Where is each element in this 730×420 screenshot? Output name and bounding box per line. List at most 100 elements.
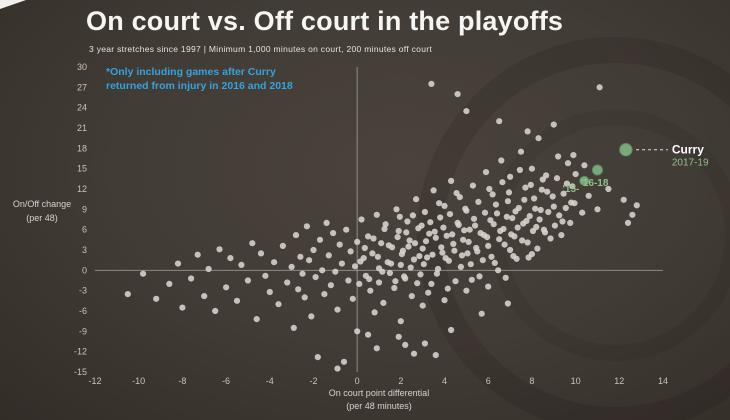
scatter-dot (227, 255, 234, 262)
basketball-backdrop-inner (489, 109, 730, 361)
scatter-dot (579, 209, 586, 216)
scatter-dot (432, 352, 439, 359)
x-axis-label: On court point differential (per 48 minu… (279, 387, 479, 412)
scatter-dot (174, 260, 182, 267)
scatter-dot (201, 293, 208, 300)
scatter-dot (463, 287, 470, 294)
x-tick-label: 0 (355, 376, 360, 386)
curry-label: Curry (672, 143, 704, 157)
scatter-dot (534, 245, 541, 252)
scatter-dot (417, 271, 424, 278)
scatter-dot (402, 341, 409, 348)
scatter-dot (495, 267, 502, 274)
scatter-dot (438, 244, 445, 251)
scatter-dot (521, 196, 528, 203)
x-tick-label: 12 (614, 376, 624, 386)
y-tick-label: 0 (82, 265, 87, 275)
scatter-dot (560, 190, 567, 197)
scatter-dot (433, 270, 440, 277)
scatter-dot (271, 259, 278, 266)
scatter-dot (503, 213, 510, 220)
scatter-dot (439, 249, 446, 256)
scatter-dot (223, 284, 230, 291)
scatter-dot (425, 289, 432, 296)
annotation-line1: *Only including games after Curry (106, 66, 276, 78)
scatter-dot (238, 261, 245, 268)
scatter-dot (467, 261, 474, 268)
scatter-dot (620, 196, 627, 203)
scatter-dot (535, 135, 542, 142)
scatter-dot (365, 331, 372, 338)
scatter-dot (517, 148, 525, 155)
scatter-dot (316, 236, 324, 243)
scatter-dot (492, 201, 499, 208)
scatter-dot (441, 297, 448, 304)
scatter-dot (507, 173, 514, 180)
scatter-dot (553, 175, 561, 182)
scatter-dot (596, 84, 603, 91)
scatter-dot (562, 204, 569, 212)
scatter-dot (528, 165, 536, 172)
scatter-dot (545, 208, 552, 216)
scatter-dot (501, 241, 508, 248)
scatter-dot (395, 227, 402, 235)
x-tick-label: -6 (222, 376, 230, 386)
scatter-dot (524, 128, 531, 135)
scatter-dot (464, 250, 471, 257)
scatter-dot (299, 270, 306, 277)
scatter-dot (567, 219, 574, 226)
scatter-dot (382, 221, 389, 228)
scatter-dot (409, 212, 416, 219)
scatter-dot (441, 202, 448, 209)
scatter-dot (284, 279, 291, 286)
y-axis-label-line1: On/Off change (12, 199, 72, 209)
y-tick-label: 12 (77, 184, 87, 194)
scatter-dot (472, 222, 479, 229)
scatter-dot (569, 183, 576, 190)
scatter-dot (414, 280, 421, 287)
scatter-dot (371, 309, 378, 316)
scatter-dot (547, 235, 554, 242)
scatter-dot (505, 189, 513, 196)
scatter-dot (449, 231, 456, 238)
scatter-dot (345, 277, 352, 284)
y-tick-label: 15 (77, 164, 87, 174)
scatter-dot (479, 257, 486, 264)
scatter-dot (455, 221, 462, 228)
scatter-dot (437, 214, 444, 221)
scatter-dot (463, 207, 470, 214)
scatter-dot (153, 295, 160, 302)
scatter-dot (308, 313, 315, 320)
scatter-dot (297, 253, 304, 260)
y-tick-label: -6 (79, 306, 87, 316)
x-tick-label: -2 (309, 376, 317, 386)
scatter-dot (386, 269, 393, 277)
y-tick-label: 24 (77, 103, 87, 113)
x-tick-label: -4 (266, 376, 274, 386)
scatter-dot (306, 257, 313, 264)
scatter-dot (432, 234, 439, 241)
scatter-dot (179, 304, 186, 311)
scatter-dot (522, 184, 529, 191)
scatter-dot (466, 226, 473, 233)
y-tick-label: 27 (77, 82, 87, 92)
scatter-dot (549, 193, 556, 200)
x-tick-label: 4 (442, 376, 447, 386)
scatter-dot (499, 179, 506, 186)
scatter-dot (325, 252, 332, 259)
x-tick-label: -12 (88, 376, 101, 386)
scatter-dot (532, 205, 539, 212)
scatter-dot (314, 354, 321, 361)
scatter-dot (349, 295, 356, 302)
curry-sublabel: 2017-19 (672, 158, 709, 169)
scatter-dot (381, 225, 388, 233)
scatter-dot (404, 218, 411, 225)
scatter-dot (502, 274, 509, 281)
scatter-dot (428, 280, 435, 287)
corner-artifact (0, 0, 26, 9)
scatter-dot (457, 263, 464, 270)
scatter-dot (429, 251, 436, 258)
scatter-dot (396, 213, 403, 220)
scatter-dot (375, 279, 383, 286)
basketball-backdrop-outer (417, 37, 730, 420)
